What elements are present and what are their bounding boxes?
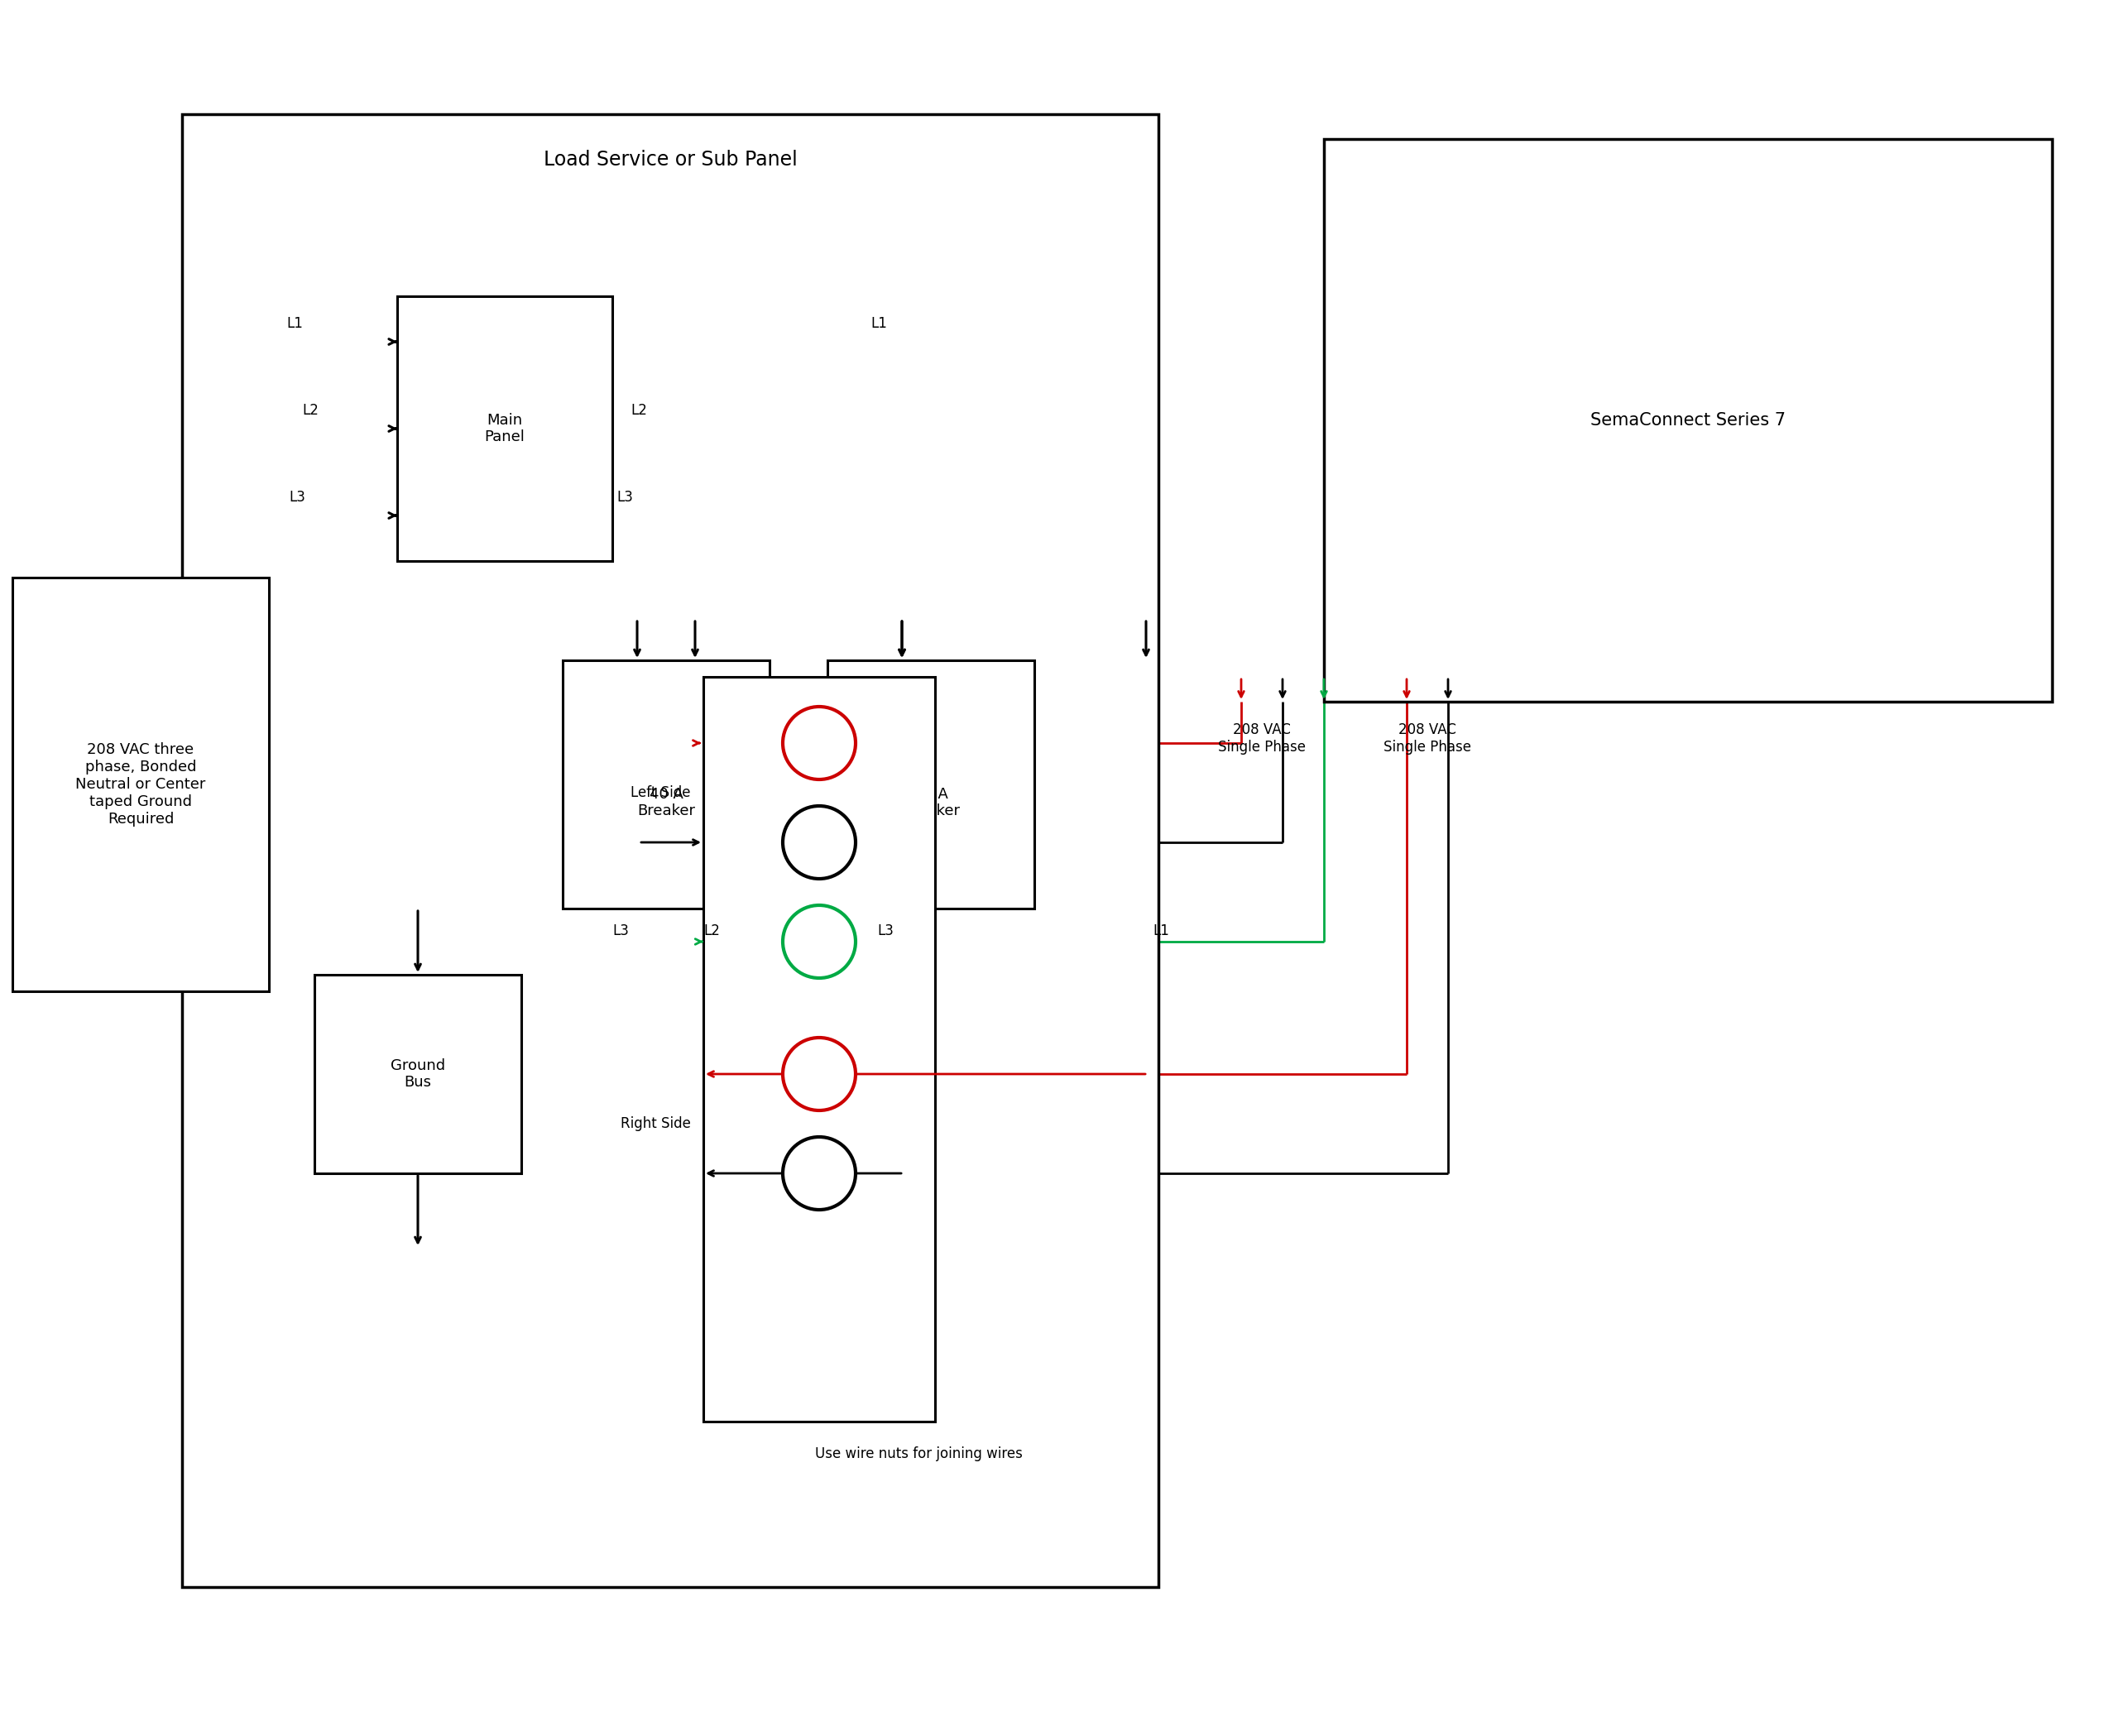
Circle shape — [783, 904, 855, 977]
Circle shape — [783, 707, 855, 779]
Circle shape — [783, 1137, 855, 1210]
Text: L1: L1 — [1152, 924, 1169, 939]
Circle shape — [783, 1038, 855, 1111]
Text: SemaConnect Series 7: SemaConnect Series 7 — [1591, 411, 1785, 429]
Text: Ground
Bus: Ground Bus — [390, 1057, 445, 1090]
Text: L3: L3 — [878, 924, 895, 939]
Bar — [703, 677, 935, 1422]
Text: L3: L3 — [612, 924, 629, 939]
Text: L2: L2 — [631, 403, 648, 418]
Bar — [1323, 139, 2053, 701]
Text: L2: L2 — [302, 403, 319, 418]
Text: Load Service or Sub Panel: Load Service or Sub Panel — [544, 149, 798, 170]
Text: L3: L3 — [616, 490, 633, 505]
Text: 40 A
Breaker: 40 A Breaker — [901, 786, 960, 819]
Text: Left Side: Left Side — [631, 785, 690, 800]
Text: 208 VAC
Single Phase: 208 VAC Single Phase — [1217, 722, 1306, 755]
Text: L1: L1 — [287, 316, 304, 332]
Text: 208 VAC three
phase, Bonded
Neutral or Center
taped Ground
Required: 208 VAC three phase, Bonded Neutral or C… — [76, 743, 207, 826]
Text: Main
Panel: Main Panel — [485, 413, 525, 444]
Text: Use wire nuts for joining wires: Use wire nuts for joining wires — [814, 1446, 1021, 1462]
Text: L1: L1 — [871, 316, 888, 332]
Bar — [314, 974, 521, 1174]
Text: Right Side: Right Side — [620, 1116, 690, 1132]
Text: 208 VAC
Single Phase: 208 VAC Single Phase — [1384, 722, 1471, 755]
Text: L3: L3 — [289, 490, 306, 505]
Text: 40 A
Breaker: 40 A Breaker — [637, 786, 694, 819]
Bar — [397, 297, 612, 561]
Bar — [181, 115, 1158, 1587]
Bar — [563, 660, 770, 908]
Bar — [13, 578, 268, 991]
Bar — [827, 660, 1034, 908]
Circle shape — [783, 806, 855, 878]
Text: L2: L2 — [703, 924, 720, 939]
